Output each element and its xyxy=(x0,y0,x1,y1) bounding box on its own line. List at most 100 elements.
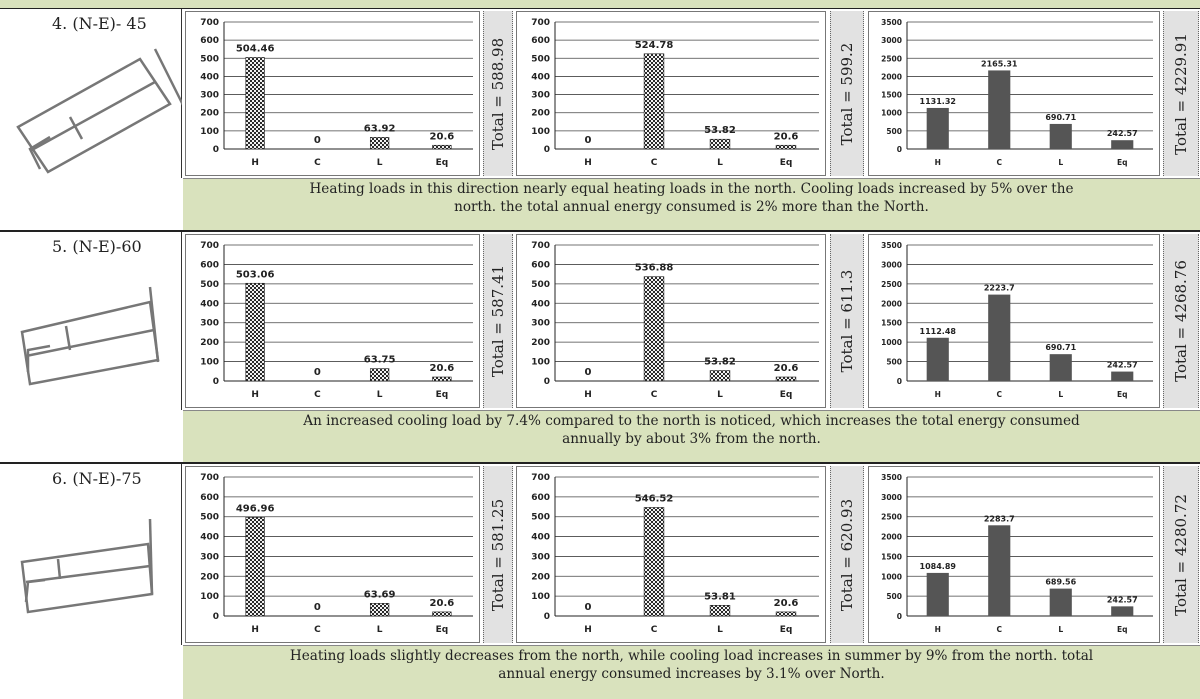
y-tick-label: 300 xyxy=(531,552,550,562)
y-tick-label: 500 xyxy=(531,513,550,523)
y-tick-label: 1500 xyxy=(881,552,902,561)
y-tick-label: 600 xyxy=(531,493,550,503)
y-tick-label: 3500 xyxy=(881,18,902,27)
chart-panel: 0 100 200 300 400 500 600 700 504.46 H 0 C 63.92 L 20.… xyxy=(185,11,480,176)
category-label: C xyxy=(314,390,321,400)
y-tick-label: 700 xyxy=(531,241,550,251)
top-band xyxy=(0,0,1200,9)
y-tick-label: 100 xyxy=(531,592,550,602)
category-label: L xyxy=(717,158,723,168)
category-label: H xyxy=(935,390,941,399)
y-tick-label: 200 xyxy=(531,338,550,348)
data-label: 20.6 xyxy=(430,598,455,609)
row-label: 6. (N-E)-75 xyxy=(52,469,142,488)
y-tick-label: 0 xyxy=(213,612,219,622)
y-tick-label: 400 xyxy=(531,299,550,309)
y-tick-label: 400 xyxy=(200,533,219,543)
bar xyxy=(245,57,265,150)
bar xyxy=(643,507,665,617)
category-label: L xyxy=(1058,158,1063,167)
total-label: Total = 4280.72 xyxy=(1172,493,1190,616)
row-note: Heating loads in this direction nearly e… xyxy=(183,178,1200,230)
category-label: C xyxy=(314,158,321,168)
category-label: H xyxy=(251,158,259,168)
total-cell: Total = 4280.72 xyxy=(1163,466,1199,643)
bar-chart: 0 100 200 300 400 500 600 700 496.96 H 0 C 63.69 L 20.… xyxy=(200,473,473,635)
row-label: 4. (N-E)- 45 xyxy=(52,14,147,33)
data-label: 53.82 xyxy=(704,357,736,368)
y-tick-label: 0 xyxy=(544,377,550,387)
total-cell: Total = 599.2 xyxy=(830,11,864,176)
y-tick-label: 400 xyxy=(200,299,219,309)
y-tick-label: 500 xyxy=(200,513,219,523)
building-plan-icon xyxy=(20,518,154,614)
y-tick-label: 400 xyxy=(531,72,550,82)
data-label: 690.71 xyxy=(1045,343,1076,352)
data-label: 2223.7 xyxy=(984,284,1015,293)
chart-panel: 0 100 200 300 400 500 600 700 0 H 524.78 C 53.82 L 20.… xyxy=(516,11,826,176)
y-tick-label: 2000 xyxy=(881,533,902,542)
y-tick-label: 600 xyxy=(200,260,219,270)
bar xyxy=(432,611,452,617)
y-tick-label: 100 xyxy=(200,592,219,602)
total-label: Total = 599.2 xyxy=(838,42,856,145)
y-tick-label: 3000 xyxy=(881,260,902,269)
data-label: 0 xyxy=(314,602,321,613)
data-label: 242.57 xyxy=(1107,595,1138,604)
category-label: C xyxy=(314,625,321,635)
y-tick-label: 3500 xyxy=(881,473,902,482)
data-label: 524.78 xyxy=(635,40,674,51)
table-row: 4. (N-E)- 45 0 100 200 300 400 500 600 700 504.4… xyxy=(0,9,1200,232)
category-label: Eq xyxy=(780,390,793,400)
data-label: 536.88 xyxy=(635,263,674,274)
data-label: 546.52 xyxy=(635,493,674,504)
note-line: annually by about 3% from the north. xyxy=(562,431,821,447)
data-label: 2283.7 xyxy=(984,514,1015,523)
bar xyxy=(643,53,665,150)
y-tick-label: 600 xyxy=(200,493,219,503)
chart-panel: 0 100 200 300 400 500 600 700 0 H 536.88 C 53.82 L 20.… xyxy=(516,234,826,408)
chart-panel: 0 100 200 300 400 500 600 700 0 H 546.52 C 53.81 L 20.… xyxy=(516,466,826,643)
bar xyxy=(643,276,665,382)
category-label: L xyxy=(1058,625,1063,634)
chart-panel: 0 100 200 300 400 500 600 700 496.96 H 0 C 63.69 L 20.… xyxy=(185,466,480,643)
bar-chart: 0 500 1000 1500 2000 2500 3000 3500 1112.48 H 2223… xyxy=(881,241,1153,399)
category-label: C xyxy=(651,158,658,168)
category-label: L xyxy=(377,158,383,168)
category-label: Eq xyxy=(780,625,793,635)
bar xyxy=(1111,371,1134,381)
chart-panel: 0 100 200 300 400 500 600 700 503.06 H 0 C 63.75 L 20.… xyxy=(185,234,480,408)
data-label: 0 xyxy=(314,367,321,378)
chart-panel: 0 500 1000 1500 2000 2500 3000 3500 1131.32 H 2165… xyxy=(868,11,1160,176)
category-label: H xyxy=(584,625,592,635)
bar xyxy=(988,294,1011,381)
data-label: 0 xyxy=(585,602,592,613)
bar xyxy=(1049,354,1072,381)
bar xyxy=(432,376,452,382)
category-label: C xyxy=(996,158,1002,167)
row-label: 5. (N-E)-60 xyxy=(52,237,142,256)
y-tick-label: 700 xyxy=(200,18,219,28)
orientation-cell: 5. (N-E)-60 xyxy=(0,232,182,410)
data-label: 53.82 xyxy=(704,125,736,136)
total-cell: Total = 4268.76 xyxy=(1163,234,1199,408)
data-label: 20.6 xyxy=(430,131,455,142)
y-tick-label: 200 xyxy=(531,572,550,582)
y-tick-label: 3500 xyxy=(881,241,902,250)
bar-chart: 0 100 200 300 400 500 600 700 0 H 546.52 C 53.81 L 20.… xyxy=(531,473,819,635)
data-label: 20.6 xyxy=(430,363,455,374)
y-tick-label: 200 xyxy=(200,338,219,348)
y-tick-label: 0 xyxy=(213,377,219,387)
table-row: 5. (N-E)-60 0 100 200 300 400 500 600 700 503.06… xyxy=(0,232,1200,464)
y-tick-label: 100 xyxy=(531,127,550,137)
category-label: L xyxy=(717,625,723,635)
category-label: L xyxy=(377,390,383,400)
y-tick-label: 1000 xyxy=(881,109,902,118)
category-label: Eq xyxy=(1117,390,1128,399)
y-tick-label: 200 xyxy=(200,572,219,582)
y-tick-label: 600 xyxy=(200,36,219,46)
total-label: Total = 611.3 xyxy=(838,269,856,373)
category-label: L xyxy=(1058,390,1063,399)
category-label: L xyxy=(377,625,383,635)
total-cell: Total = 611.3 xyxy=(830,234,864,408)
